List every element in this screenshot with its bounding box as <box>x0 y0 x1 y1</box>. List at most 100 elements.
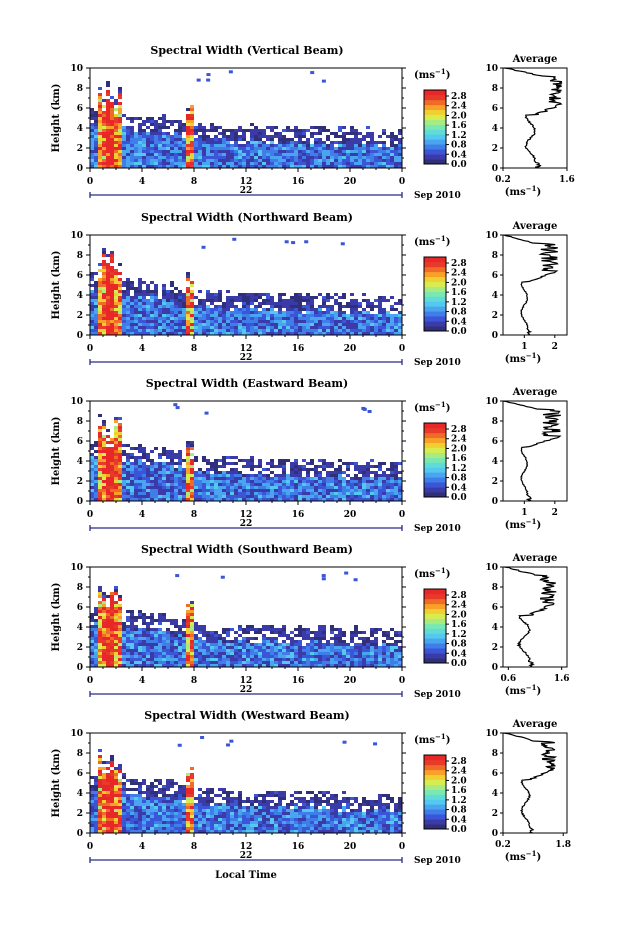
heatmap-cell <box>334 652 338 655</box>
heatmap-cell <box>190 120 194 123</box>
heatmap-cell <box>290 320 294 323</box>
heatmap-cell <box>318 649 322 652</box>
heatmap-cell <box>102 420 106 423</box>
heatmap-cell <box>118 87 122 90</box>
heatmap-cell <box>350 320 354 323</box>
heatmap-cell <box>94 806 98 809</box>
heatmap-cell <box>266 649 270 652</box>
heatmap-cell <box>94 803 98 806</box>
heatmap-cell <box>242 646 246 649</box>
profile-y-tick-label: 10 <box>485 563 498 573</box>
heatmap-cell <box>258 477 262 480</box>
heatmap-cell <box>94 150 98 153</box>
heatmap-cell <box>202 147 206 150</box>
heatmap-cell <box>230 483 234 486</box>
heatmap-cell <box>230 305 234 308</box>
heatmap-cell <box>310 332 314 335</box>
heatmap-cell <box>154 296 158 299</box>
x-tick-label: 12 <box>240 344 253 354</box>
heatmap-cell <box>250 129 254 132</box>
heatmap-cell <box>102 613 106 616</box>
heatmap-cell <box>362 144 366 147</box>
heatmap-cell <box>354 326 358 329</box>
heatmap-cell <box>254 495 258 498</box>
heatmap-cell <box>226 495 230 498</box>
heatmap-cell <box>98 296 102 299</box>
heatmap-cell <box>114 664 118 667</box>
heatmap-cell <box>158 326 162 329</box>
heatmap-cell <box>318 141 322 144</box>
heatmap-cell <box>114 640 118 643</box>
heatmap-cell <box>350 165 354 168</box>
heatmap-cell <box>314 317 318 320</box>
heatmap-cell <box>206 459 210 462</box>
heatmap-cell <box>334 655 338 658</box>
heatmap-cell <box>354 625 358 628</box>
heatmap-cell <box>226 655 230 658</box>
heatmap-cell <box>250 138 254 141</box>
heatmap-cell <box>238 150 242 153</box>
heatmap-cell <box>94 123 98 126</box>
heatmap-cell <box>126 468 130 471</box>
heatmap-cell <box>218 323 222 326</box>
heatmap-cell <box>90 655 94 658</box>
heatmap-cell <box>362 661 366 664</box>
heatmap-cell <box>258 661 262 664</box>
heatmap-cell <box>226 643 230 646</box>
heatmap-cell <box>390 468 394 471</box>
panel-title: Spectral Width (Vertical Beam) <box>150 44 343 57</box>
heatmap-cell <box>262 477 266 480</box>
heatmap-cell <box>262 495 266 498</box>
heatmap-cell <box>114 156 118 159</box>
heatmap-cell <box>198 305 202 308</box>
heatmap-cell <box>198 661 202 664</box>
heatmap-cell <box>178 468 182 471</box>
heatmap-cell <box>238 320 242 323</box>
heatmap-cell <box>170 120 174 123</box>
heatmap-cell <box>238 646 242 649</box>
heatmap-cell <box>346 153 350 156</box>
heatmap-cell <box>98 821 102 824</box>
heatmap-cell <box>350 305 354 308</box>
heatmap-cell <box>186 625 190 628</box>
heatmap-cell <box>102 486 106 489</box>
heatmap-cell <box>310 480 314 483</box>
heatmap-cell <box>198 474 202 477</box>
heatmap-cell <box>154 483 158 486</box>
heatmap-cell <box>342 153 346 156</box>
heatmap-cell <box>398 649 402 652</box>
heatmap-cell <box>162 489 166 492</box>
heatmap-cell <box>134 326 138 329</box>
heatmap-cell <box>398 640 402 643</box>
heatmap-cell <box>94 628 98 631</box>
heatmap-cell <box>214 153 218 156</box>
heatmap-cell <box>358 311 362 314</box>
heatmap-cell <box>114 604 118 607</box>
heatmap-cell <box>106 441 110 444</box>
heatmap-cell <box>182 646 186 649</box>
heatmap-cell <box>110 788 114 791</box>
heatmap-cell <box>150 492 154 495</box>
heatmap-cell <box>350 141 354 144</box>
heatmap-cell <box>98 664 102 667</box>
heatmap-cell <box>158 132 162 135</box>
heatmap-cell <box>322 483 326 486</box>
heatmap-cell <box>186 135 190 138</box>
heatmap-cell <box>102 159 106 162</box>
heatmap-cell <box>314 649 318 652</box>
heatmap-cell <box>274 658 278 661</box>
heatmap-cell <box>314 658 318 661</box>
heatmap-cell <box>394 320 398 323</box>
heatmap-cell <box>162 117 166 120</box>
heatmap-cell <box>182 329 186 332</box>
heatmap-cell <box>106 114 110 117</box>
heatmap-cell <box>322 323 326 326</box>
heatmap-cell <box>206 332 210 335</box>
heatmap-cell <box>106 120 110 123</box>
heatmap-cell <box>386 162 390 165</box>
heatmap-cell <box>98 824 102 827</box>
heatmap-cell <box>150 631 154 634</box>
heatmap-cell <box>166 474 170 477</box>
heatmap-cell <box>278 311 282 314</box>
heatmap-cell <box>234 332 238 335</box>
